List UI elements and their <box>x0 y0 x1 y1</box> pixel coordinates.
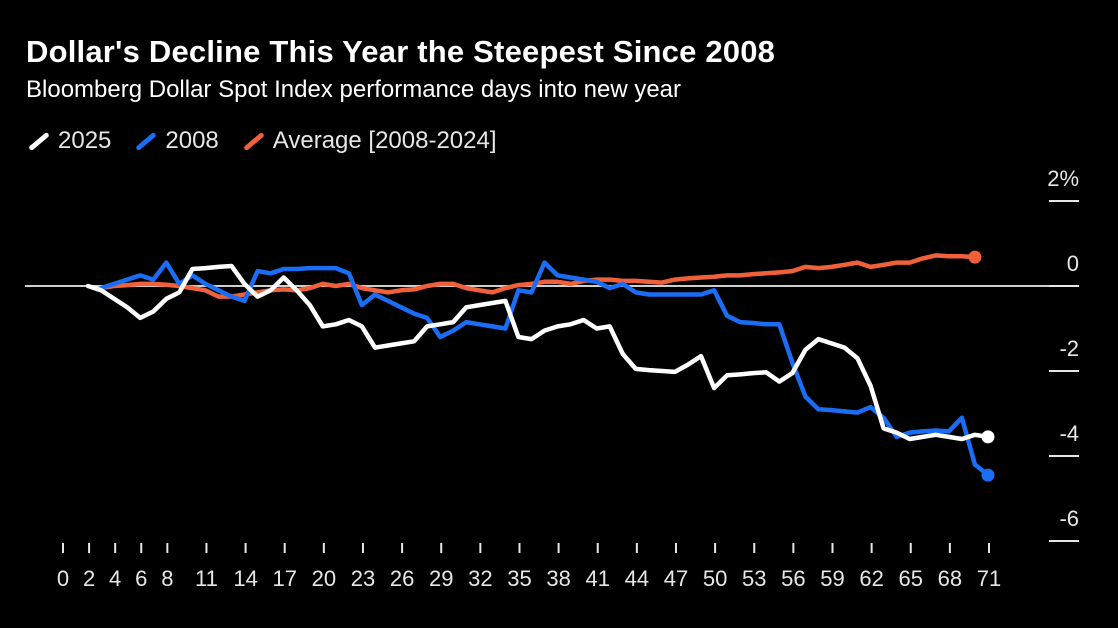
x-tick-label: 71 <box>977 566 1001 591</box>
y-tick-label: -6 <box>1059 506 1079 531</box>
x-tick-label: 0 <box>57 566 69 591</box>
x-tick-label: 41 <box>585 566 609 591</box>
chart-title: Dollar's Decline This Year the Steepest … <box>26 34 776 69</box>
x-tick-label: 65 <box>899 566 923 591</box>
x-tick-label: 44 <box>625 566 649 591</box>
y-tick-label: -2 <box>1059 336 1079 361</box>
x-tick-label: 23 <box>351 566 375 591</box>
axes: 2%0-2-4-60 2 4 6 8 11 14 17 20 23 26 29 32 35 38 41 44 47… <box>25 166 1079 591</box>
y-tick-label: 0 <box>1067 251 1079 276</box>
x-tick-label: 14 <box>233 566 257 591</box>
x-tick-label: 26 <box>390 566 414 591</box>
legend-label: 2025 <box>58 127 112 154</box>
legend-label: Average [2008-2024] <box>272 127 497 154</box>
series-end-marker-2025 <box>981 430 995 444</box>
x-tick-label: 59 <box>820 566 844 591</box>
y-tick-label: 2% <box>1047 166 1079 191</box>
legend: 2025 2008 Average [2008-2024] <box>26 127 519 155</box>
x-tick-label: 11 <box>195 566 218 591</box>
series-end-marker-average-2008-2024 <box>968 250 982 264</box>
legend-label: 2008 <box>165 127 219 154</box>
legend-item-2008: 2008 <box>133 127 218 155</box>
x-tick-label: 6 <box>135 566 147 591</box>
chart-subtitle: Bloomberg Dollar Spot Index performance … <box>26 76 682 103</box>
legend-item-2025: 2025 <box>26 127 111 155</box>
x-tick-label: 8 <box>161 566 173 591</box>
x-tick-label: 17 <box>272 566 296 591</box>
x-tick-label: 29 <box>429 566 453 591</box>
x-tick-label: 32 <box>468 566 492 591</box>
series-line-2025 <box>85 263 991 442</box>
x-tick-label: 2 <box>83 566 95 591</box>
x-tick-label: 62 <box>859 566 883 591</box>
series-lines <box>85 250 995 482</box>
x-tick-label: 53 <box>742 566 766 591</box>
x-tick-label: 4 <box>109 566 121 591</box>
y-tick-label: -4 <box>1059 421 1079 446</box>
x-tick-label: 68 <box>938 566 962 591</box>
x-tick-label: 38 <box>546 566 570 591</box>
x-tick-label: 20 <box>312 566 336 591</box>
legend-item-average-2008-2024: Average [2008-2024] <box>241 127 497 155</box>
x-tick-label: 50 <box>703 566 727 591</box>
x-tick-label: 56 <box>781 566 805 591</box>
x-tick-label: 47 <box>664 566 688 591</box>
x-tick-label: 35 <box>507 566 531 591</box>
series-end-marker-2008 <box>981 468 995 482</box>
